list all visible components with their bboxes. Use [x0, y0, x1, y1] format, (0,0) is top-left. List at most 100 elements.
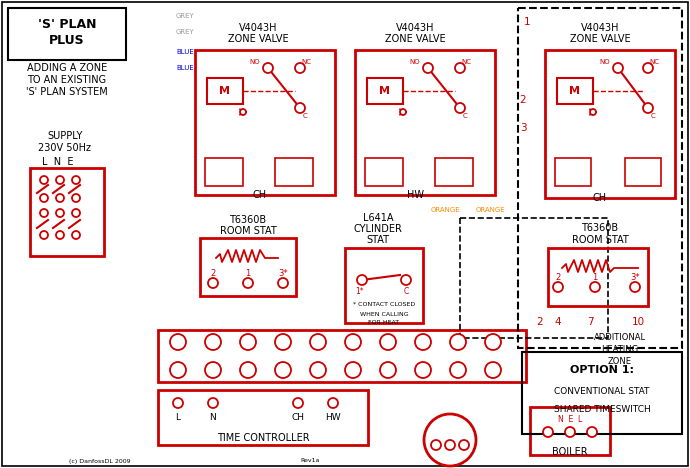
Circle shape — [401, 275, 411, 285]
Text: BLUE: BLUE — [176, 49, 194, 55]
Text: ORANGE: ORANGE — [430, 207, 460, 213]
Text: HEATING: HEATING — [602, 345, 638, 354]
Text: 4: 4 — [555, 317, 561, 327]
Bar — [8, 8, 126, 60]
Circle shape — [170, 362, 186, 378]
Text: ADDING A ZONE: ADDING A ZONE — [27, 63, 107, 73]
Circle shape — [205, 362, 221, 378]
Circle shape — [345, 334, 361, 350]
Circle shape — [56, 194, 64, 202]
Text: NC: NC — [461, 59, 471, 65]
Circle shape — [380, 334, 396, 350]
Text: N  E  L: N E L — [438, 427, 462, 437]
Text: ROOM STAT: ROOM STAT — [571, 235, 629, 245]
Text: GREY: GREY — [176, 29, 195, 35]
Bar — [522, 352, 682, 434]
Circle shape — [565, 427, 575, 437]
Text: 1: 1 — [246, 270, 250, 278]
Text: M: M — [380, 86, 391, 96]
Circle shape — [590, 282, 600, 292]
Circle shape — [643, 63, 653, 73]
Text: SUPPLY: SUPPLY — [48, 131, 83, 141]
Text: N: N — [210, 414, 217, 423]
Text: NO: NO — [410, 59, 420, 65]
Circle shape — [208, 398, 218, 408]
Circle shape — [424, 414, 476, 466]
Circle shape — [263, 63, 273, 73]
Text: 2: 2 — [210, 337, 215, 346]
Text: HW: HW — [406, 190, 424, 200]
Circle shape — [431, 440, 441, 450]
Circle shape — [205, 334, 221, 350]
Text: OPTION 1:: OPTION 1: — [570, 365, 634, 375]
Circle shape — [72, 231, 80, 239]
Text: FOR HEAT: FOR HEAT — [368, 321, 400, 326]
Text: N  E  L: N E L — [558, 416, 582, 424]
Circle shape — [40, 176, 48, 184]
Text: PUMP: PUMP — [436, 453, 464, 463]
Text: Rev1a: Rev1a — [300, 459, 319, 463]
Text: 3*: 3* — [630, 273, 640, 283]
Circle shape — [56, 176, 64, 184]
Text: 1: 1 — [524, 17, 531, 27]
Circle shape — [208, 278, 218, 288]
Text: GREY: GREY — [176, 13, 195, 19]
Text: 'S' PLAN: 'S' PLAN — [38, 17, 96, 30]
Text: C: C — [651, 113, 656, 119]
Circle shape — [295, 63, 305, 73]
Text: HW: HW — [325, 414, 341, 423]
Text: STAT: STAT — [366, 235, 389, 245]
Text: T6360B: T6360B — [582, 223, 618, 233]
Circle shape — [590, 109, 596, 115]
Circle shape — [40, 209, 48, 217]
Text: M: M — [569, 86, 580, 96]
Circle shape — [450, 334, 466, 350]
Text: CH: CH — [593, 193, 607, 203]
Text: 2: 2 — [555, 273, 560, 283]
Text: 1*: 1* — [355, 287, 364, 297]
Circle shape — [630, 282, 640, 292]
Text: CH: CH — [253, 190, 267, 200]
Circle shape — [450, 362, 466, 378]
Circle shape — [72, 176, 80, 184]
Circle shape — [485, 362, 501, 378]
Text: ROOM STAT: ROOM STAT — [219, 226, 277, 236]
Bar — [435, 158, 473, 186]
Bar — [158, 390, 368, 445]
Circle shape — [415, 334, 431, 350]
Circle shape — [357, 275, 367, 285]
Text: NO: NO — [250, 59, 260, 65]
Circle shape — [613, 63, 623, 73]
Text: 'S' PLAN SYSTEM: 'S' PLAN SYSTEM — [26, 87, 108, 97]
Text: L  N  E: L N E — [42, 157, 74, 167]
Text: NO: NO — [600, 59, 611, 65]
Circle shape — [56, 209, 64, 217]
Text: 5: 5 — [315, 337, 320, 346]
Text: ZONE: ZONE — [608, 358, 632, 366]
Bar — [548, 248, 648, 306]
Circle shape — [643, 103, 653, 113]
Text: V4043H: V4043H — [581, 23, 619, 33]
Text: BOILER: BOILER — [552, 447, 588, 457]
Circle shape — [310, 362, 326, 378]
Text: ZONE VALVE: ZONE VALVE — [570, 34, 630, 44]
Circle shape — [240, 109, 246, 115]
Circle shape — [455, 63, 465, 73]
Circle shape — [293, 398, 303, 408]
Text: L641A: L641A — [363, 213, 393, 223]
Text: SHARED TIMESWITCH: SHARED TIMESWITCH — [553, 405, 651, 415]
Text: 4: 4 — [281, 337, 286, 346]
Text: ADDITIONAL: ADDITIONAL — [594, 334, 646, 343]
Text: PLUS: PLUS — [49, 35, 85, 47]
Text: CONVENTIONAL STAT: CONVENTIONAL STAT — [554, 388, 650, 396]
Bar — [195, 50, 335, 195]
Text: C: C — [404, 287, 408, 297]
Text: 7: 7 — [386, 337, 391, 346]
Text: 3: 3 — [520, 123, 526, 133]
Circle shape — [400, 109, 406, 115]
Bar — [275, 158, 313, 186]
Text: BLUE: BLUE — [176, 65, 194, 71]
Text: ORANGE: ORANGE — [475, 207, 505, 213]
Bar — [355, 50, 495, 195]
Bar — [530, 407, 610, 455]
